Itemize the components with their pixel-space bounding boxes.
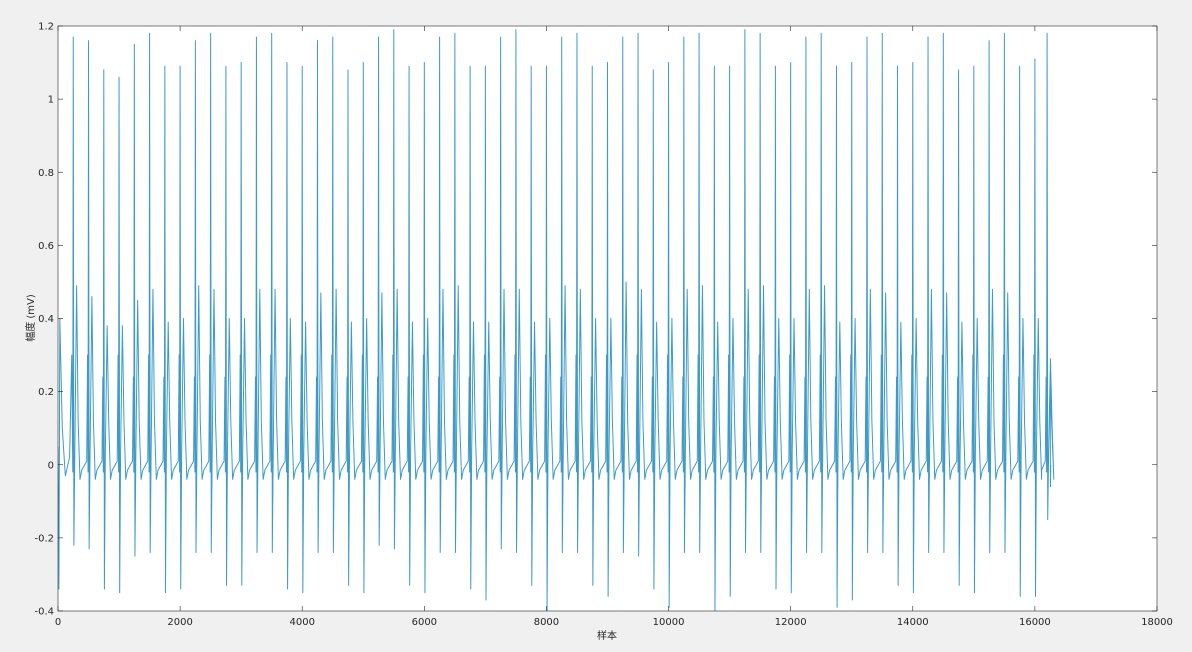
x-tick-label: 6000 [412, 617, 437, 628]
y-tick-label: -0.2 [34, 533, 54, 544]
x-tick-label: 18000 [1141, 617, 1173, 628]
y-tick-label: 0.4 [38, 314, 54, 325]
x-tick-label: 14000 [897, 617, 929, 628]
y-tick-label: 1 [48, 95, 54, 106]
x-tick-label: 2000 [167, 617, 192, 628]
x-tick-label: 4000 [289, 617, 314, 628]
x-axis: 0 2000 4000 6000 8000 10000 12000 14000 16000 180… [55, 26, 1173, 628]
x-tick-label: 8000 [534, 617, 559, 628]
y-tick-label: 1.2 [38, 22, 54, 33]
y-tick-label: 0 [48, 460, 54, 471]
plot-area [58, 29, 1055, 611]
y-axis-label: 幅度 (mV) [24, 294, 37, 342]
y-tick-label: 0.8 [38, 168, 54, 179]
y-tick-label: 0.6 [38, 241, 54, 252]
y-axis: -0.4 -0.2 0 0.2 0.4 0.6 0.8 1 1.2 [34, 22, 1157, 618]
y-tick-label: 0.2 [38, 387, 54, 398]
x-tick-label: 10000 [653, 617, 685, 628]
ecg-series-line [58, 29, 1055, 611]
x-tick-label: 0 [55, 617, 61, 628]
x-tick-label: 16000 [1019, 617, 1051, 628]
x-axis-label: 样本 [597, 629, 617, 642]
x-tick-label: 12000 [775, 617, 807, 628]
y-tick-label: -0.4 [34, 607, 54, 618]
